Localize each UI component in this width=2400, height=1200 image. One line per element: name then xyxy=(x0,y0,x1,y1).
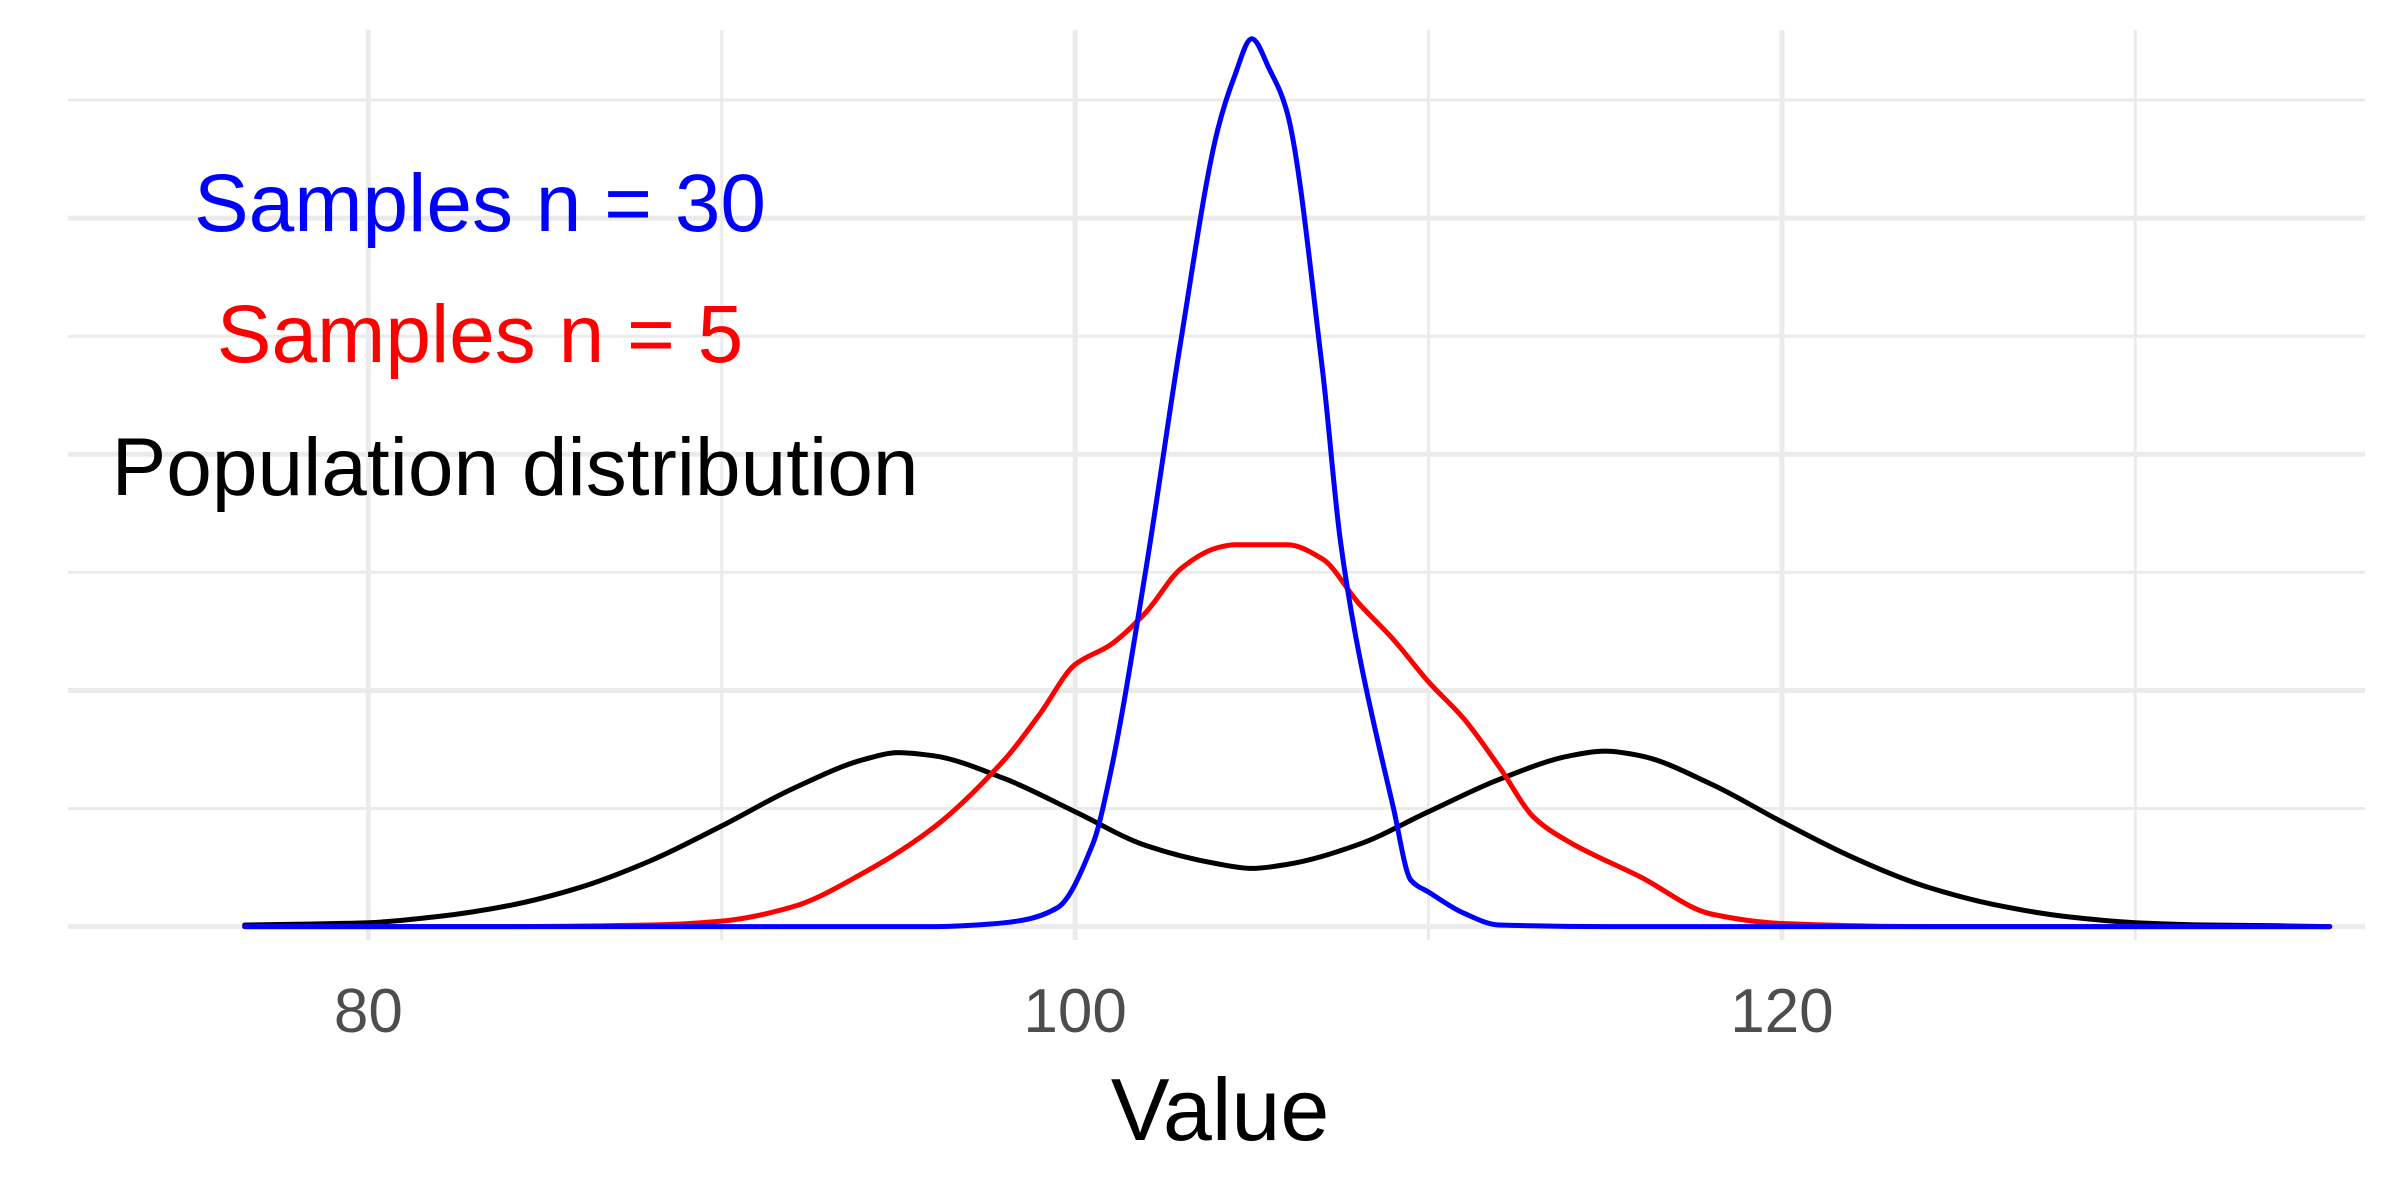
samples-30-density-curve xyxy=(242,36,2333,930)
x-tick-label: 120 xyxy=(1730,977,1833,1046)
x-axis-title: Value xyxy=(1111,1060,1330,1159)
series-label-samples-5: Samples n = 5 xyxy=(217,289,743,380)
series-label-population: Population distribution xyxy=(112,422,919,513)
series-label-samples-30: Samples n = 30 xyxy=(194,158,766,249)
density-curves xyxy=(242,36,2333,930)
population-density-curve xyxy=(242,748,2333,930)
samples-5-density-curve xyxy=(242,542,2333,930)
grid xyxy=(68,30,2365,940)
x-tick-label: 100 xyxy=(1023,977,1126,1046)
x-axis-tick-labels: 80 100 120 xyxy=(334,977,1834,1046)
x-tick-label: 80 xyxy=(334,977,403,1046)
